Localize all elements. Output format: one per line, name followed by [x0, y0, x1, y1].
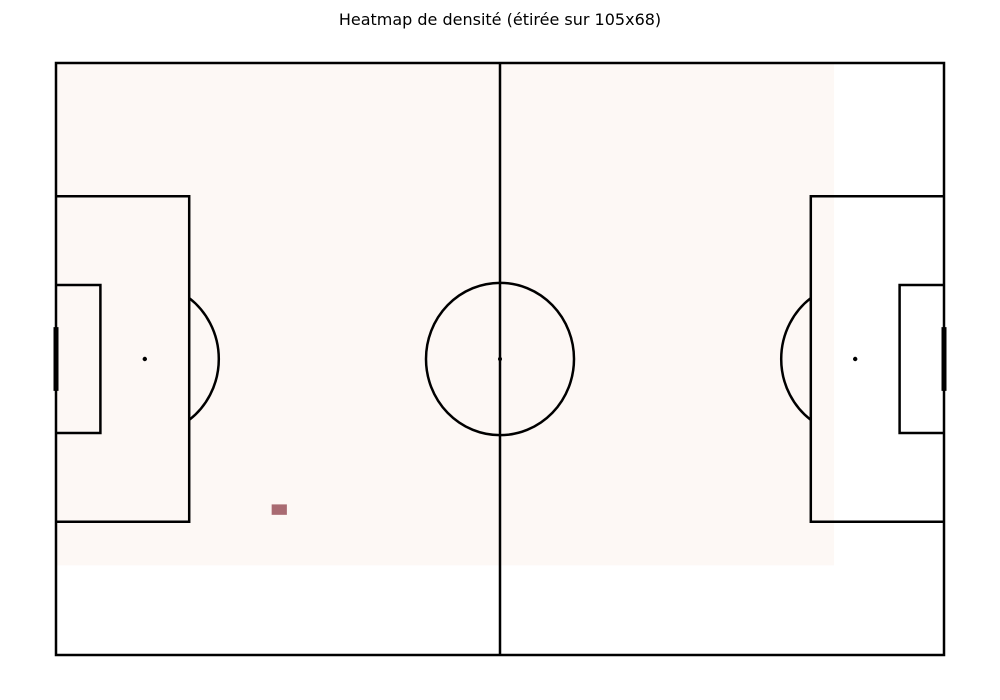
heat-layer — [56, 63, 835, 566]
pitch-lines — [53, 61, 947, 657]
center-spot — [498, 357, 502, 361]
right-penalty-arc — [779, 297, 812, 421]
heatmap-cell — [271, 504, 287, 515]
right-penalty-area — [809, 194, 944, 524]
chart-title: Heatmap de densité (étirée sur 105x68) — [338, 10, 662, 29]
left-penalty-arc — [188, 297, 221, 421]
right-goal-area — [898, 283, 944, 435]
left-penalty-area — [56, 194, 191, 524]
heatmap-background — [56, 63, 835, 566]
left-penalty-spot — [142, 356, 147, 362]
left-goal-area — [56, 283, 102, 435]
right-penalty-spot — [853, 356, 858, 362]
center-circle — [424, 281, 576, 437]
